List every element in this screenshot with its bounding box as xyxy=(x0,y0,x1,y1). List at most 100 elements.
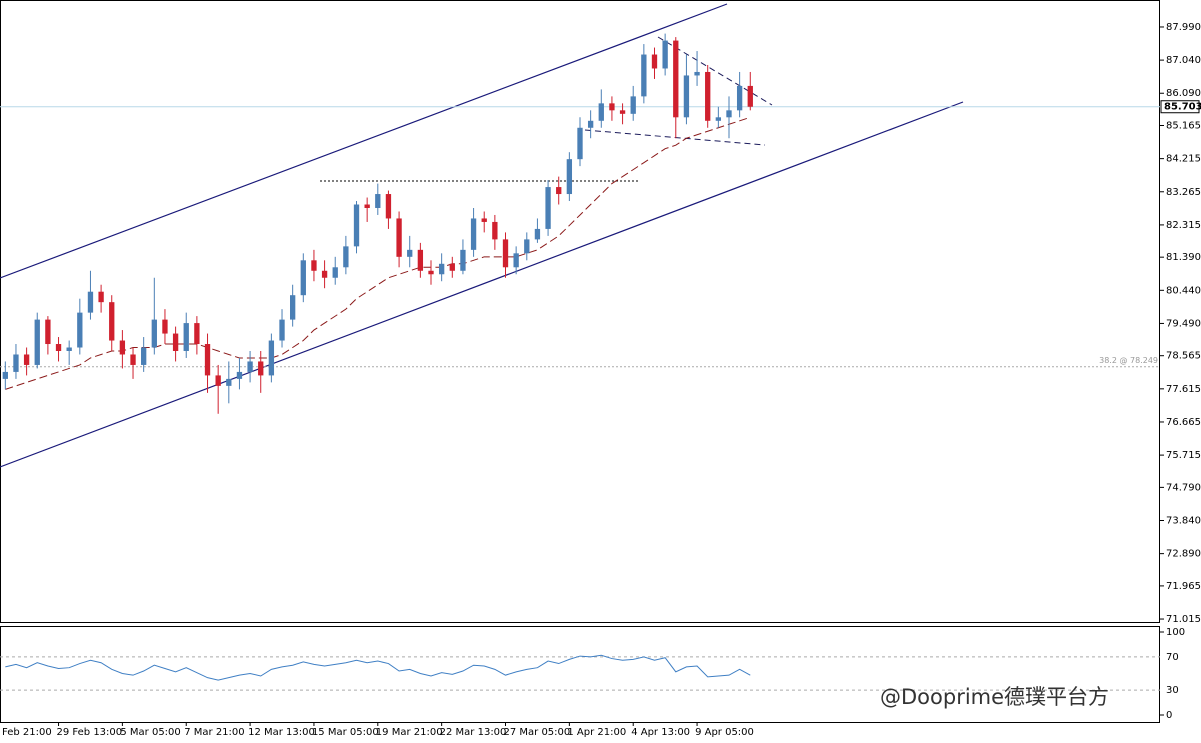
candle-body xyxy=(215,375,221,386)
candle-body xyxy=(77,312,83,348)
candle-body xyxy=(279,319,285,341)
x-tick-label: 22 Mar 13:00 xyxy=(440,727,507,738)
channel-upper xyxy=(0,3,728,279)
y-tick-label: 74.790 xyxy=(1166,482,1201,493)
rsi-line xyxy=(5,654,751,681)
candle-body xyxy=(566,159,573,195)
moving-average xyxy=(5,116,751,390)
candle-body xyxy=(407,249,413,257)
candle-body xyxy=(45,319,51,345)
y-tick-label: 87.040 xyxy=(1166,55,1201,66)
candle-body xyxy=(577,127,583,160)
x-tick-label: 29 Feb 13:00 xyxy=(57,727,123,738)
candle-body xyxy=(268,340,275,376)
candle-body xyxy=(290,295,296,320)
candle-body xyxy=(204,344,211,376)
fib-label: 38.2 @ 78.249 xyxy=(1099,356,1158,365)
candle-body xyxy=(343,246,349,268)
candle-body xyxy=(470,218,477,250)
candle-body xyxy=(23,354,30,365)
candle-body xyxy=(662,40,668,69)
y-tick-label: 85.165 xyxy=(1166,121,1201,132)
y-tick-label: 80.440 xyxy=(1166,285,1201,296)
candle-body xyxy=(55,344,62,351)
last-price-label: 85.703 xyxy=(1164,102,1201,113)
y-tick-label: 86.090 xyxy=(1166,88,1201,99)
candle-body xyxy=(172,333,179,351)
x-tick-label: 27 Mar 05:00 xyxy=(504,727,571,738)
x-tick-label: 4 Apr 13:00 xyxy=(631,727,690,738)
y-tick-label: 71.015 xyxy=(1166,614,1201,625)
x-tick-label: 15 Mar 05:00 xyxy=(312,727,379,738)
candle-body xyxy=(715,117,722,121)
candle-body xyxy=(247,361,253,372)
candle-body xyxy=(545,187,551,229)
candle-body xyxy=(119,340,126,355)
triangle-bottom xyxy=(584,129,766,146)
candle-body xyxy=(109,302,115,341)
candle-body xyxy=(705,71,711,121)
candle-body xyxy=(747,85,753,107)
candle-body xyxy=(619,110,626,114)
channel-lower xyxy=(0,101,964,468)
candle-body xyxy=(417,249,424,271)
y-tick-label: 84.215 xyxy=(1166,154,1201,165)
candle-body xyxy=(353,204,360,247)
x-tick-label: Feb 21:00 xyxy=(2,727,52,738)
candle-body xyxy=(236,371,243,379)
candle-body xyxy=(556,187,562,195)
candle-body xyxy=(428,270,434,275)
rsi-frame xyxy=(0,626,1160,723)
candle-body xyxy=(321,270,328,278)
candle-body xyxy=(683,75,690,118)
x-tick-label: 19 Mar 21:00 xyxy=(376,727,443,738)
candle-body xyxy=(311,260,317,271)
candle-body xyxy=(651,54,658,69)
x-tick-label: 5 Mar 05:00 xyxy=(120,727,180,738)
candle-body xyxy=(66,347,72,351)
last-price-box xyxy=(1160,100,1200,114)
candle-body xyxy=(162,319,168,334)
candle-body xyxy=(502,239,509,268)
candle-body xyxy=(609,103,615,111)
candle-body xyxy=(673,40,679,118)
main-frame xyxy=(0,0,1160,623)
candle-body xyxy=(630,96,636,114)
candle-body xyxy=(524,239,530,254)
candle-body xyxy=(183,323,189,351)
candle-body xyxy=(130,354,136,365)
candle-body xyxy=(194,323,200,345)
candle-body xyxy=(481,218,487,222)
y-tick-label: 87.990 xyxy=(1166,22,1201,33)
candle-body xyxy=(385,194,392,219)
candle-body xyxy=(449,263,455,271)
candle-body xyxy=(736,85,743,111)
x-tick-label: 1 Apr 21:00 xyxy=(567,727,626,738)
candle-body xyxy=(226,378,232,386)
candle-body xyxy=(300,260,306,296)
y-tick-label: 75.715 xyxy=(1166,450,1201,461)
candle-body xyxy=(332,267,338,278)
candle-body xyxy=(460,249,466,271)
candle-body xyxy=(587,120,594,128)
candle-body xyxy=(151,319,157,348)
candle-body xyxy=(13,354,19,372)
candle-body xyxy=(513,253,519,268)
y-tick-label: 82.315 xyxy=(1166,220,1201,231)
candle-body xyxy=(641,54,647,97)
candle-body xyxy=(98,291,104,303)
y-tick-label: 79.490 xyxy=(1166,318,1201,329)
y-tick-label: 100 xyxy=(1166,627,1185,638)
x-tick-label: 7 Mar 21:00 xyxy=(184,727,244,738)
candle-body xyxy=(364,204,370,208)
candle-body xyxy=(258,361,264,376)
candle-body xyxy=(438,263,445,275)
y-tick-label: 0 xyxy=(1166,710,1172,721)
y-tick-label: 70 xyxy=(1166,652,1179,663)
candle-body xyxy=(34,319,40,365)
candle-body xyxy=(598,103,604,121)
candle-body xyxy=(726,110,732,118)
candle-body xyxy=(492,221,498,240)
x-tick-label: 12 Mar 13:00 xyxy=(248,727,315,738)
